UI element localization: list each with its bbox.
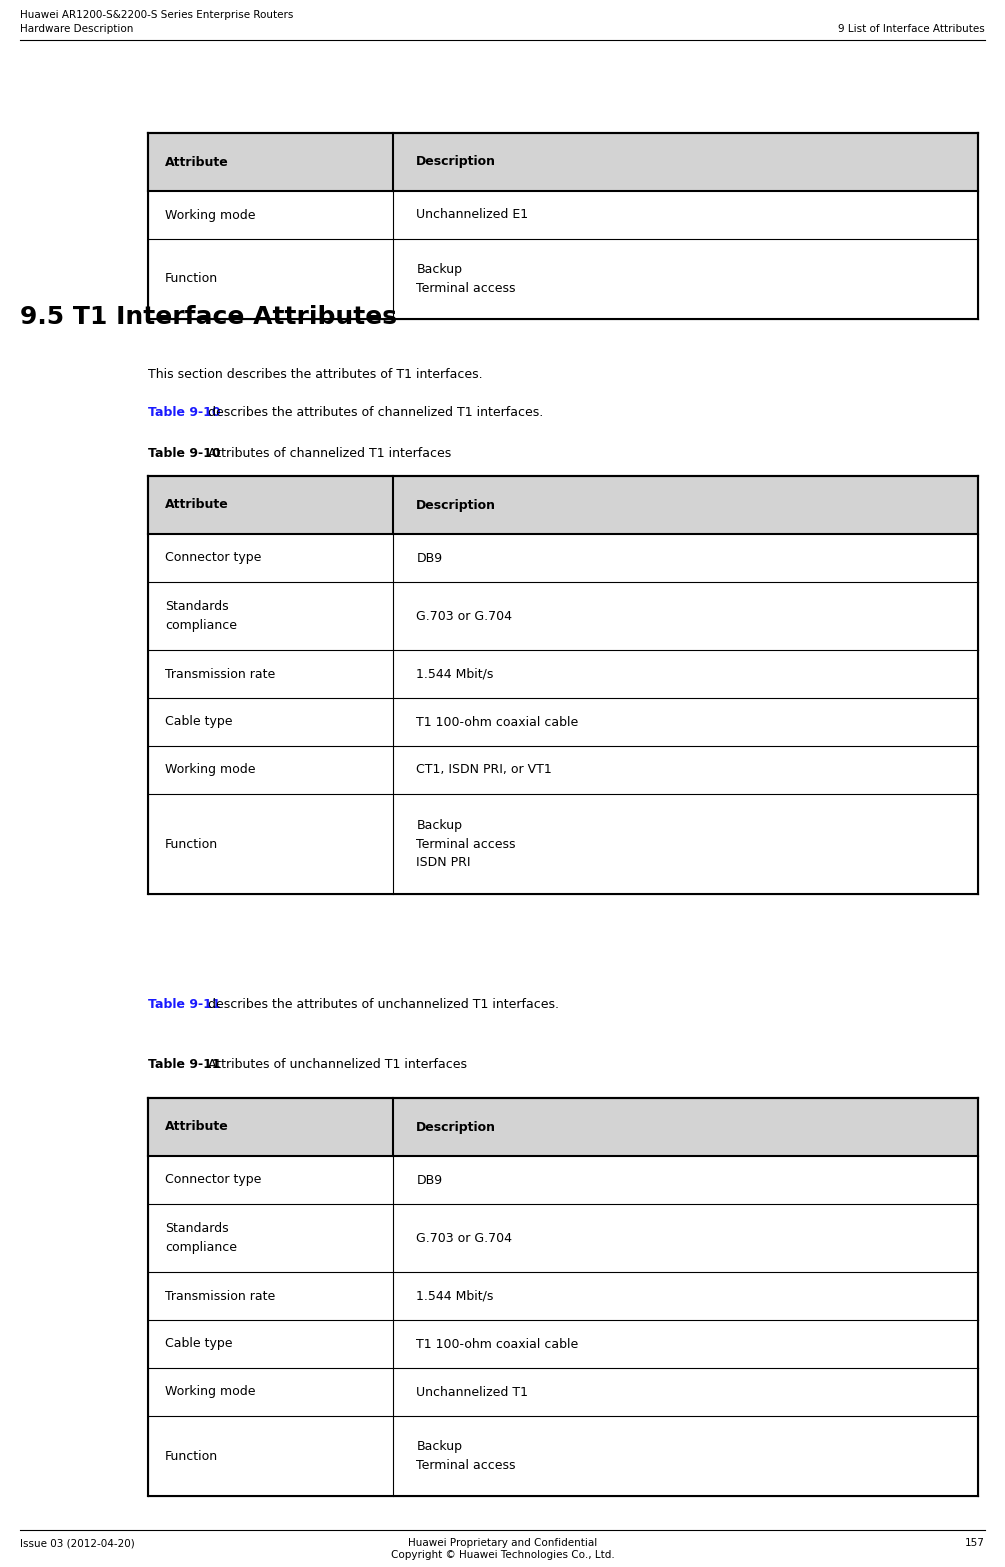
Bar [148, 794, 978, 895]
Bar [148, 697, 978, 746]
Bar [148, 1272, 978, 1319]
Text: Attribute: Attribute [165, 155, 229, 169]
Text: Backup
Terminal access
ISDN PRI: Backup Terminal access ISDN PRI [416, 818, 516, 870]
Text: Hardware Description: Hardware Description [20, 24, 134, 34]
Text: Function: Function [165, 1449, 218, 1462]
Text: Table 9-10: Table 9-10 [148, 447, 221, 461]
Text: DB9: DB9 [416, 552, 442, 564]
Bar [148, 1156, 978, 1203]
Text: G.703 or G.704: G.703 or G.704 [416, 610, 513, 622]
Text: Cable type: Cable type [165, 716, 232, 729]
Text: Transmission rate: Transmission rate [165, 668, 275, 680]
Bar [148, 1368, 978, 1417]
Text: Unchannelized T1: Unchannelized T1 [416, 1385, 529, 1398]
Bar [148, 1319, 978, 1368]
Text: 1.544 Mbit/s: 1.544 Mbit/s [416, 668, 493, 680]
Text: G.703 or G.704: G.703 or G.704 [416, 1232, 513, 1244]
Text: Unchannelized E1: Unchannelized E1 [416, 208, 529, 221]
Text: Attribute: Attribute [165, 1120, 229, 1133]
Text: Attributes of unchannelized T1 interfaces: Attributes of unchannelized T1 interface… [204, 1058, 466, 1070]
Text: Huawei AR1200-S&2200-S Series Enterprise Routers: Huawei AR1200-S&2200-S Series Enterprise… [20, 9, 293, 20]
Text: Standards
compliance: Standards compliance [165, 600, 237, 632]
Text: CT1, ISDN PRI, or VT1: CT1, ISDN PRI, or VT1 [416, 763, 552, 777]
Text: Description: Description [416, 155, 496, 169]
Text: Standards
compliance: Standards compliance [165, 1222, 237, 1254]
Bar [148, 534, 978, 581]
Bar [148, 476, 978, 534]
Text: describes the attributes of channelized T1 interfaces.: describes the attributes of channelized … [204, 406, 543, 418]
Bar [148, 650, 978, 697]
Text: Attribute: Attribute [165, 498, 229, 511]
Text: Huawei Proprietary and Confidential
Copyright © Huawei Technologies Co., Ltd.: Huawei Proprietary and Confidential Copy… [391, 1537, 614, 1559]
Text: Table 9-10: Table 9-10 [148, 406, 221, 418]
Bar [148, 1098, 978, 1156]
Bar [148, 191, 978, 240]
Text: 157: 157 [965, 1537, 985, 1548]
Text: 9.5 T1 Interface Attributes: 9.5 T1 Interface Attributes [20, 306, 397, 329]
Text: Description: Description [416, 1120, 496, 1133]
Text: DB9: DB9 [416, 1174, 442, 1186]
Text: Working mode: Working mode [165, 208, 255, 221]
Text: Function: Function [165, 273, 218, 285]
Text: Backup
Terminal access: Backup Terminal access [416, 1440, 516, 1471]
Text: Cable type: Cable type [165, 1338, 232, 1351]
Bar [148, 1417, 978, 1496]
Text: This section describes the attributes of T1 interfaces.: This section describes the attributes of… [148, 368, 482, 381]
Text: Table 9-11: Table 9-11 [148, 998, 221, 1011]
Text: T1 100-ohm coaxial cable: T1 100-ohm coaxial cable [416, 716, 579, 729]
Bar [148, 240, 978, 320]
Text: 9 List of Interface Attributes: 9 List of Interface Attributes [838, 24, 985, 34]
Text: Working mode: Working mode [165, 1385, 255, 1398]
Text: T1 100-ohm coaxial cable: T1 100-ohm coaxial cable [416, 1338, 579, 1351]
Text: Function: Function [165, 837, 218, 851]
Text: Backup
Terminal access: Backup Terminal access [416, 263, 516, 295]
Text: Connector type: Connector type [165, 552, 261, 564]
Text: Attributes of channelized T1 interfaces: Attributes of channelized T1 interfaces [204, 447, 451, 461]
Bar [148, 746, 978, 794]
Bar [148, 133, 978, 191]
Text: describes the attributes of unchannelized T1 interfaces.: describes the attributes of unchannelize… [204, 998, 559, 1011]
Text: Working mode: Working mode [165, 763, 255, 777]
Text: Table 9-11: Table 9-11 [148, 1058, 221, 1070]
Bar [148, 1203, 978, 1272]
Bar [148, 581, 978, 650]
Text: Issue 03 (2012-04-20): Issue 03 (2012-04-20) [20, 1537, 135, 1548]
Text: Connector type: Connector type [165, 1174, 261, 1186]
Text: Description: Description [416, 498, 496, 511]
Text: 1.544 Mbit/s: 1.544 Mbit/s [416, 1290, 493, 1302]
Text: Transmission rate: Transmission rate [165, 1290, 275, 1302]
